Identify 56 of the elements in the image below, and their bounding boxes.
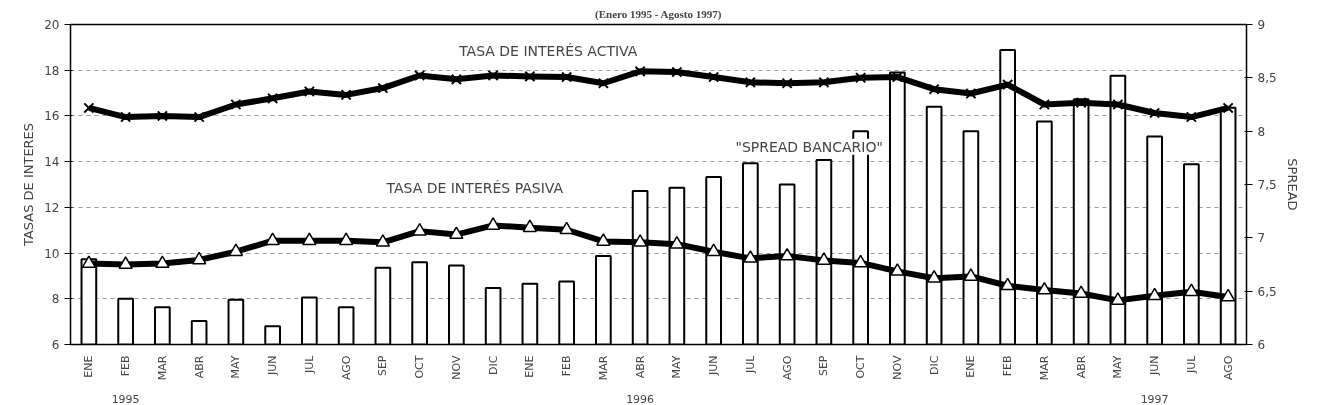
x-tick-label: FEB: [1001, 355, 1015, 377]
x-tick-label: DIC: [927, 355, 941, 375]
x-tick-label: MAR: [155, 355, 169, 381]
x-tick-label: MAY: [670, 355, 684, 379]
x-tick-label: FEB: [119, 355, 133, 377]
x-tick-label: ENE: [82, 355, 96, 378]
y-axis-title: TASAS DE INTERES: [21, 122, 37, 248]
x-tick-label: OCT: [854, 355, 868, 379]
x-tick-label: MAY: [229, 355, 243, 379]
x-tick-label: MAR: [596, 355, 610, 381]
x-tick-label: SEP: [376, 355, 390, 377]
x-tick-label: AGO: [1221, 355, 1235, 381]
series-label: "SPREAD BANCARIO": [735, 138, 883, 155]
x-tick-label: SEP: [817, 355, 831, 377]
x-tick-label: ENE: [964, 355, 978, 378]
x-tick-label: OCT: [413, 355, 427, 379]
y2-tick-label: 8: [1257, 124, 1266, 139]
x-tick-label: FEB: [560, 355, 574, 377]
x-tick-label: ENE: [523, 355, 537, 378]
y-tick-label: 10: [44, 246, 60, 261]
x-tick-label: NOV: [449, 355, 463, 380]
x-tick-label: JUL: [1184, 354, 1198, 374]
y-tick-label: 20: [44, 18, 60, 32]
y-tick-label: 16: [44, 109, 60, 124]
x-tick-label: NOV: [890, 355, 904, 380]
text: 1995: [111, 392, 140, 405]
y2-tick-label: 9: [1257, 18, 1266, 32]
y-tick-label: 6: [51, 338, 60, 352]
x-tick-label: JUL: [743, 354, 757, 374]
x-tick-label: MAY: [1111, 355, 1125, 379]
x-tick-label: AGO: [339, 355, 353, 381]
x-tick-label: JUN: [707, 355, 721, 377]
series-label: TASA DE INTERÉS PASIVA: [385, 179, 564, 196]
x-tick-label: ABR: [192, 355, 206, 379]
y-tick-label: 8: [51, 292, 60, 307]
y2-tick-label: 8,5: [1257, 71, 1277, 86]
y2-tick-label: 7,5: [1257, 178, 1277, 192]
x-tick-label: JUN: [266, 355, 280, 377]
x-tick-label: ABR: [1074, 355, 1088, 379]
x-tick-label: DIC: [486, 355, 500, 375]
x-tick-label: AGO: [780, 355, 794, 381]
x-tick-label: MAR: [1037, 355, 1051, 381]
y2-tick-label: 6,5: [1257, 284, 1277, 299]
x-tick-label: ABR: [633, 355, 647, 379]
x-tick-label: JUN: [1148, 355, 1162, 377]
y-tick-label: 18: [44, 63, 60, 78]
text: 1997: [1140, 392, 1169, 405]
y2-tick-label: 6: [1257, 338, 1266, 352]
x-tick-label: JUL: [302, 354, 316, 374]
y-tick-label: 12: [44, 200, 60, 215]
text: 1996: [626, 392, 655, 405]
chart-title: (Enero 1995 - Agosto 1997): [595, 7, 722, 21]
y-tick-label: 14: [44, 155, 60, 170]
series-label: TASA DE INTERÉS ACTIVA: [458, 42, 638, 59]
y2-tick-label: 7: [1257, 231, 1266, 246]
y2-axis-title: SPREAD: [1284, 158, 1300, 211]
